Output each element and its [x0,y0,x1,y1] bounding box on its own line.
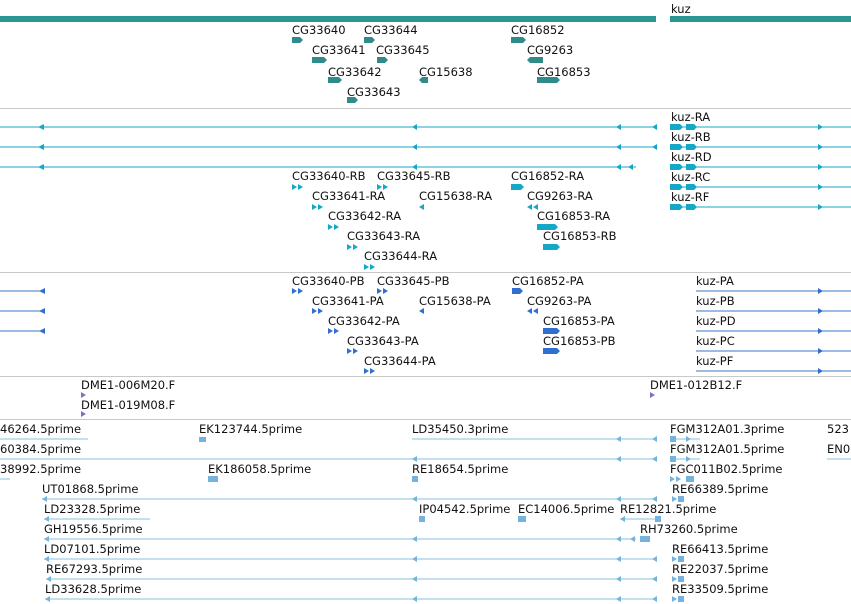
gene-cg16852 [511,37,526,43]
est-track-label[interactable]: RE66413.5prime [672,542,768,556]
gene-track-label[interactable]: kuz [671,2,691,16]
gene-cg33640 [292,37,303,43]
est-track-label[interactable]: RE22037.5prime [672,562,768,576]
gene-track-label[interactable]: CG33645 [376,43,430,57]
gene-track-label[interactable]: CG33640 [292,23,346,37]
est-track-label[interactable]: EC14006.5prime [518,502,614,516]
est-track-label[interactable]: 523 [827,422,849,436]
rna-track-glyphs[interactable] [0,124,851,270]
track-dividers [0,108,851,420]
clone-019m08 [81,411,86,417]
est-track-label[interactable]: LD23328.5prime [44,502,140,516]
rna-track-label[interactable]: CG33643-RA [347,229,420,243]
gene-track-glyphs[interactable] [0,16,851,103]
protein-track-label[interactable]: CG33642-PA [328,314,400,328]
est-track-label[interactable]: 60384.5prime [0,442,81,456]
rna-track-label[interactable]: CG16853-RB [543,229,617,243]
gene-track-label[interactable]: CG16852 [511,23,565,37]
est-track-label[interactable]: EK123744.5prime [199,422,302,436]
clone-track-label[interactable]: DME1-012B12.F [650,378,742,392]
protein-track-label[interactable]: CG33645-PB [377,274,450,288]
est-track-label[interactable]: EN0 [827,442,850,456]
est-track-label[interactable]: GH19556.5prime [44,522,143,536]
rna-track-label[interactable]: CG15638-RA [419,189,492,203]
rna-track-label[interactable]: CG33640-RB [292,169,366,183]
rna-track-label[interactable]: kuz-RD [671,150,712,164]
clone-track-label[interactable]: DME1-019M08.F [81,398,175,412]
protein-track-glyphs[interactable] [0,288,851,374]
rna-track-label[interactable]: CG33645-RB [377,169,451,183]
est-track-label[interactable]: EK186058.5prime [208,462,311,476]
est-track-label[interactable]: 46264.5prime [0,422,81,436]
rna-track-label[interactable]: CG16853-RA [537,209,610,223]
est-track-label[interactable]: 38992.5prime [0,462,81,476]
rna-track-label[interactable]: kuz-RB [671,130,711,144]
est-track-label[interactable]: UT01868.5prime [42,482,139,496]
protein-track-label[interactable]: CG16852-PA [512,274,584,288]
rna-track-label[interactable]: CG9263-RA [527,189,593,203]
clone-012b12 [650,392,655,398]
est-track-label[interactable]: IP04542.5prime [419,502,510,516]
protein-track-label[interactable]: kuz-PB [696,294,735,308]
gene-cg33644 [364,37,375,43]
gene-cg33645 [377,57,388,63]
est-track-label[interactable]: FGM312A01.3prime [670,422,784,436]
gene-cg15638 [419,77,428,83]
protein-track-label[interactable]: kuz-PA [696,274,734,288]
protein-track-label[interactable]: CG16853-PA [543,314,615,328]
protein-track-label[interactable]: kuz-PD [696,314,736,328]
gene-track-label[interactable]: CG9263 [527,43,573,57]
est-track-label[interactable]: RE33509.5prime [672,582,768,596]
protein-track-label[interactable]: CG16853-PB [543,334,616,348]
rna-track-label[interactable]: CG33644-RA [364,249,437,263]
protein-track-label[interactable]: kuz-PF [696,354,733,368]
est-track-label[interactable]: RE66389.5prime [672,482,768,496]
gene-cg16853 [537,77,560,83]
rna-track-label[interactable]: kuz-RC [671,170,710,184]
gene-track-label[interactable]: CG15638 [419,65,473,79]
gene-cg33642 [328,77,342,83]
gene-track-label[interactable]: CG33643 [347,85,401,99]
est-track-label[interactable]: RE18654.5prime [412,462,508,476]
protein-track-label[interactable]: kuz-PC [696,334,735,348]
est-track-label[interactable]: RE12821.5prime [620,502,716,516]
est-track-label[interactable]: FGC011B02.5prime [670,462,783,476]
clone-006m20 [81,392,86,398]
est-track-label[interactable]: RH73260.5prime [640,522,738,536]
est-track-label[interactable]: LD33628.5prime [45,582,141,596]
protein-track-label[interactable]: CG33640-PB [292,274,365,288]
est-track-glyphs[interactable] [0,436,851,602]
protein-track-label[interactable]: CG33643-PA [347,334,419,348]
rna-track-label[interactable]: CG33641-RA [312,189,385,203]
rna-track-label[interactable]: kuz-RA [671,110,710,124]
est-track-label[interactable]: LD07101.5prime [44,542,140,556]
gene-cg33641 [312,57,327,63]
rna-track-label[interactable]: CG16852-RA [511,169,584,183]
est-track-label[interactable]: LD35450.3prime [412,422,508,436]
clone-track-label[interactable]: DME1-006M20.F [81,378,175,392]
rna-track-label[interactable]: CG33642-RA [328,209,401,223]
gene-track-label[interactable]: CG33644 [364,23,418,37]
gene-track-label[interactable]: CG33641 [312,43,366,57]
protein-track-label[interactable]: CG33644-PA [364,354,436,368]
gene-bar-kuz [670,16,851,22]
gene-bar-left [0,16,656,22]
rna-track-label[interactable]: kuz-RF [671,190,709,204]
protein-track-label[interactable]: CG9263-PA [527,294,592,308]
gene-cg9263 [527,57,543,63]
gene-track-label[interactable]: CG33642 [328,65,382,79]
gene-cg33643 [347,97,358,103]
gene-track-label[interactable]: CG16853 [537,65,591,79]
protein-track-label[interactable]: CG33641-PA [312,294,384,308]
est-track-label[interactable]: RE67293.5prime [46,562,142,576]
protein-track-label[interactable]: CG15638-PA [419,294,491,308]
est-track-label[interactable]: FGM312A01.5prime [670,442,784,456]
clone-track-glyphs[interactable] [81,392,655,417]
